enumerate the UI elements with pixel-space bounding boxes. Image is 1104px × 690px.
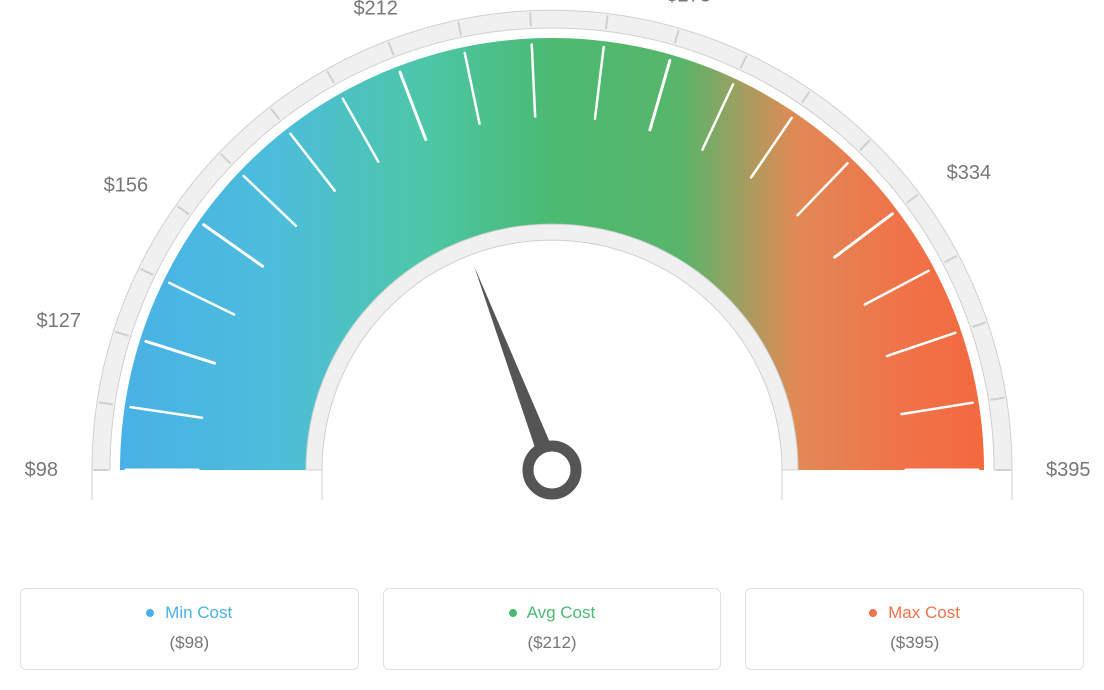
legend-title: Min Cost (31, 603, 348, 623)
svg-text:$273: $273 (666, 0, 711, 6)
legend-dot-max (869, 609, 877, 617)
svg-text:$98: $98 (25, 459, 58, 481)
svg-text:$334: $334 (947, 162, 992, 184)
legend-value: ($395) (756, 633, 1073, 653)
legend: Min Cost ($98) Avg Cost ($212) Max Cost … (0, 588, 1104, 670)
legend-title: Max Cost (756, 603, 1073, 623)
legend-box-min: Min Cost ($98) (20, 588, 359, 670)
legend-box-max: Max Cost ($395) (745, 588, 1084, 670)
svg-text:$156: $156 (104, 175, 149, 197)
svg-text:$127: $127 (37, 310, 82, 332)
legend-box-avg: Avg Cost ($212) (383, 588, 722, 670)
legend-label: Min Cost (165, 603, 232, 622)
legend-label: Avg Cost (527, 603, 596, 622)
svg-text:$395: $395 (1046, 459, 1091, 481)
legend-value: ($212) (394, 633, 711, 653)
legend-value: ($98) (31, 633, 348, 653)
gauge-chart: $98 $127 $156 $212 $273 $334 $395 (0, 0, 1104, 560)
legend-dot-min (146, 609, 154, 617)
legend-label: Max Cost (888, 603, 960, 622)
legend-title: Avg Cost (394, 603, 711, 623)
legend-dot-avg (509, 609, 517, 617)
svg-text:$212: $212 (353, 0, 398, 20)
